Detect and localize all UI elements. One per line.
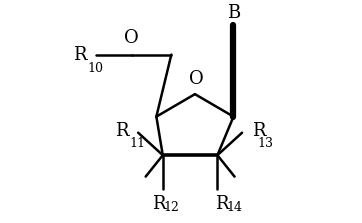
Text: 12: 12 — [163, 201, 179, 214]
Text: R: R — [152, 195, 165, 213]
Text: O: O — [125, 29, 139, 47]
Text: B: B — [227, 4, 240, 22]
Text: R: R — [215, 195, 228, 213]
Text: R: R — [115, 122, 129, 140]
Text: 14: 14 — [226, 201, 243, 214]
Text: 13: 13 — [257, 137, 273, 151]
Text: O: O — [189, 70, 203, 88]
Text: R: R — [252, 122, 266, 140]
Text: R: R — [73, 45, 87, 64]
Text: 11: 11 — [129, 137, 146, 151]
Text: 10: 10 — [88, 62, 104, 75]
